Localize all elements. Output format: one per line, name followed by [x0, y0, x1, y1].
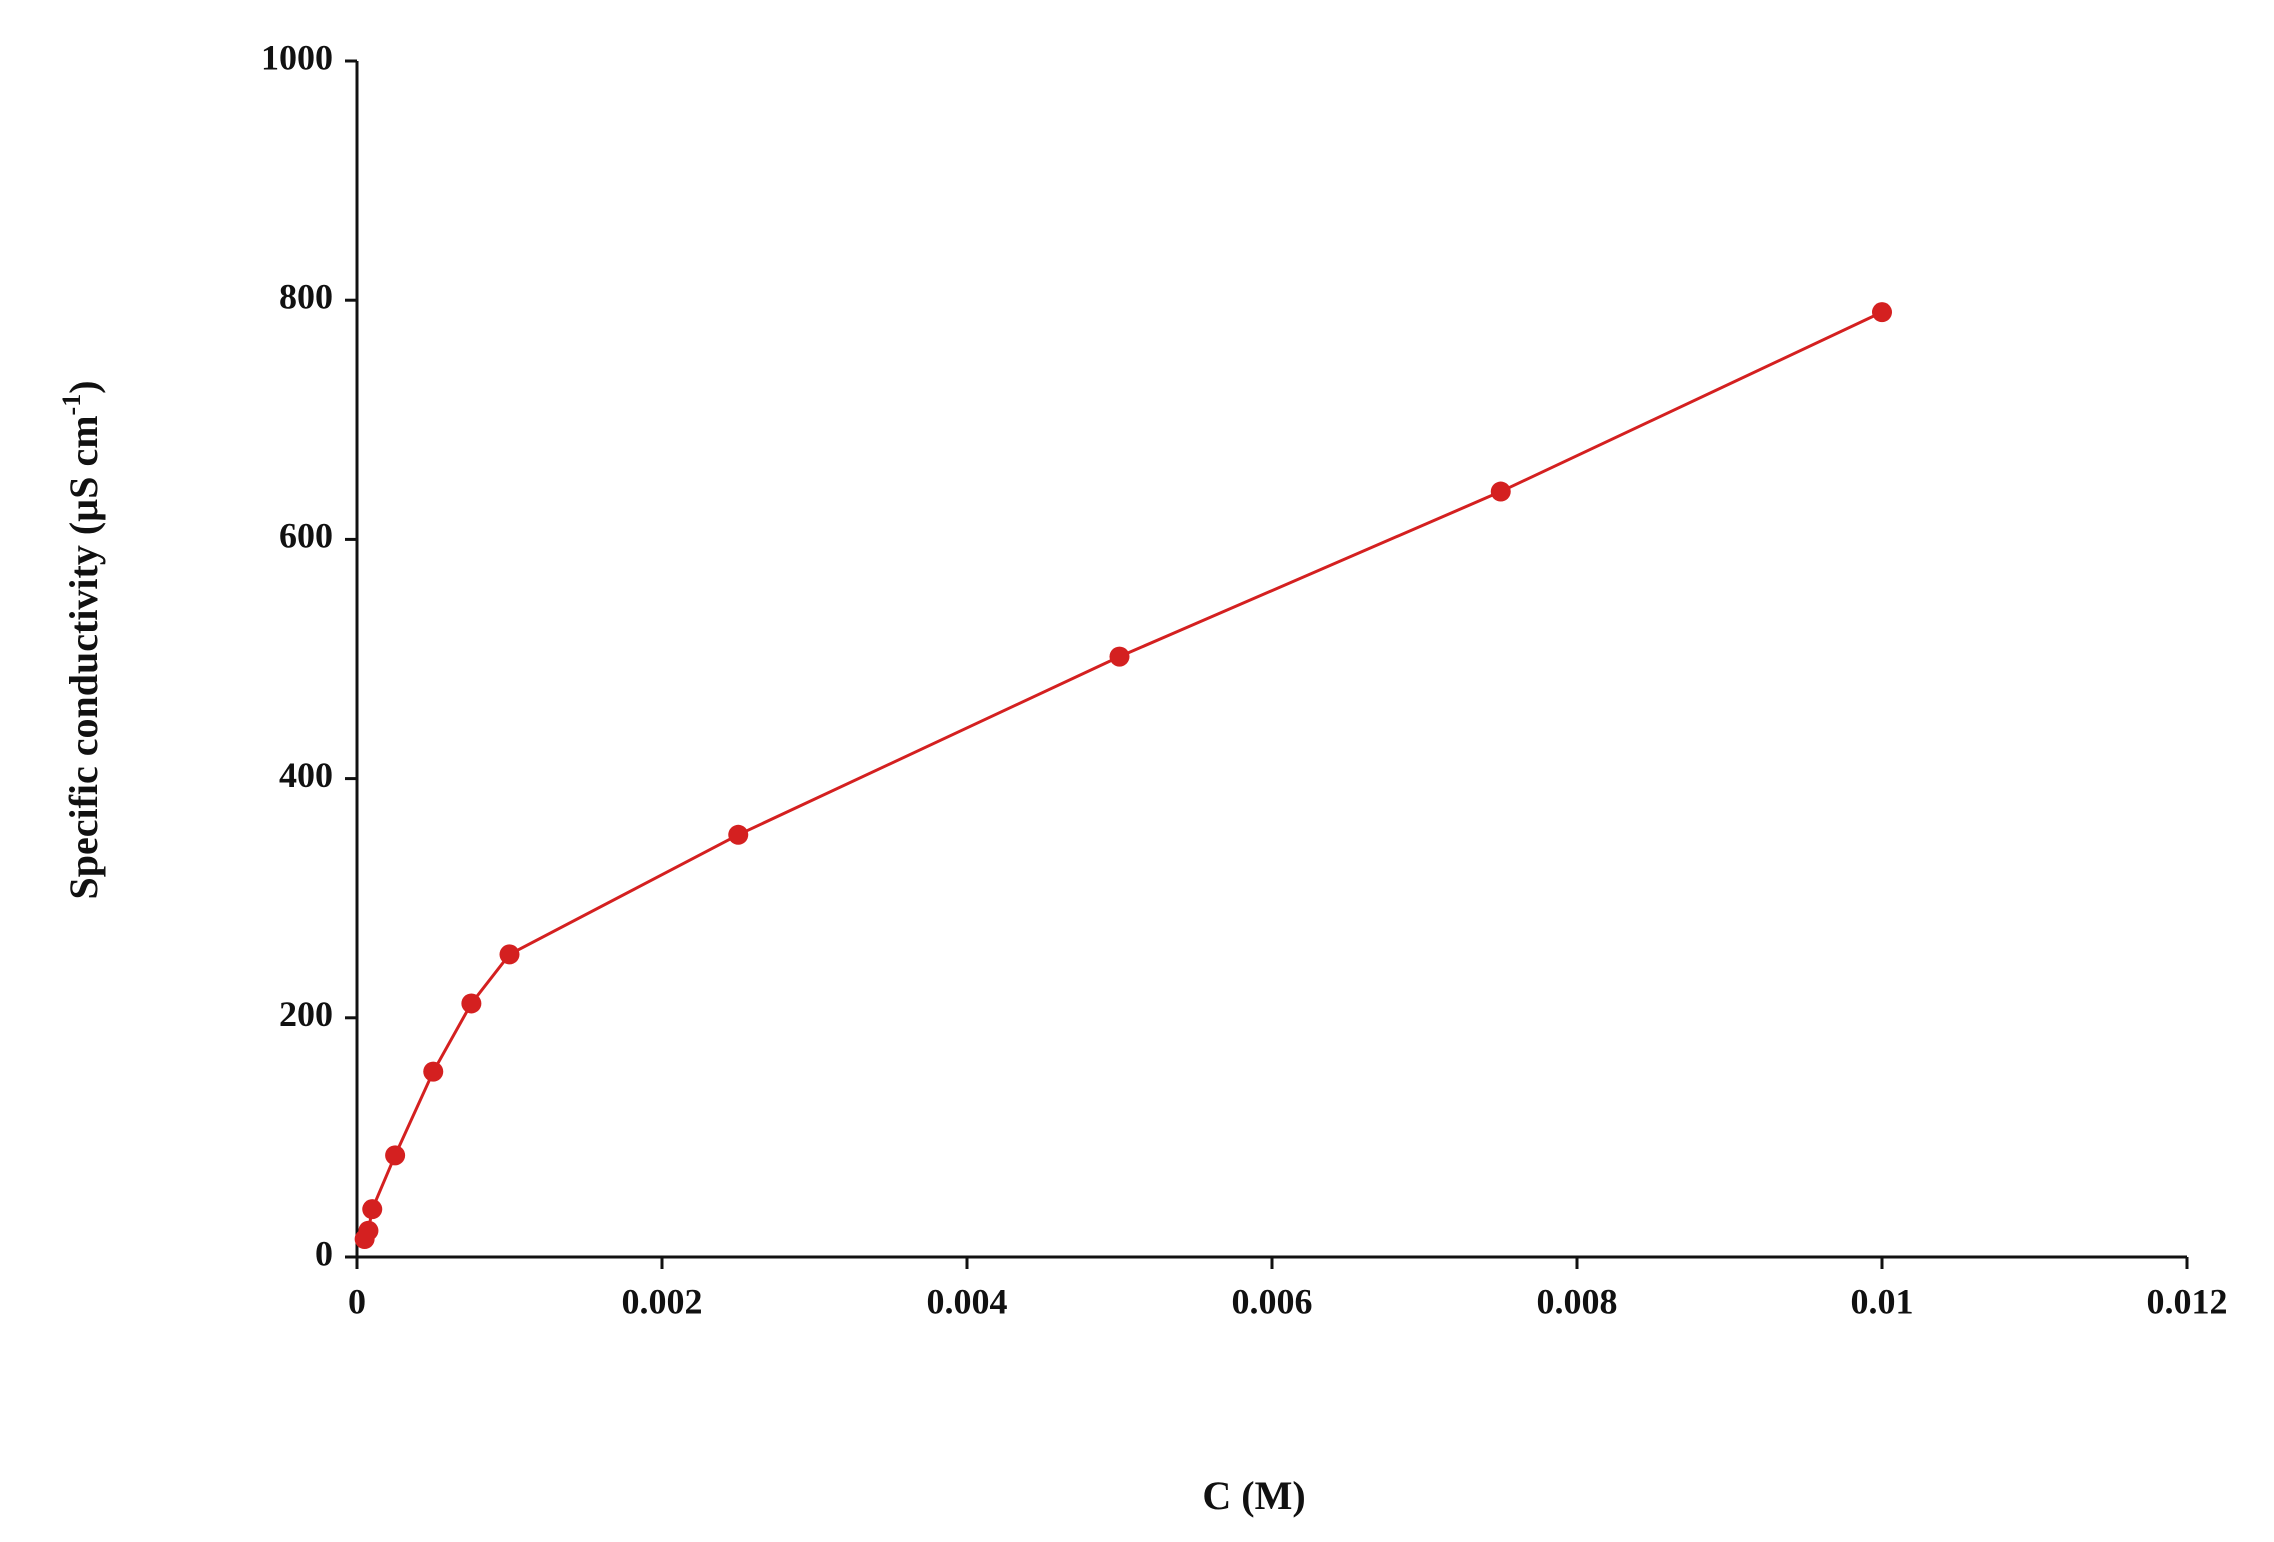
y-tick-label: 1000: [261, 37, 333, 77]
x-tick-label: 0.012: [2147, 1281, 2228, 1321]
x-tick-label: 0.002: [622, 1281, 703, 1321]
y-axis-label-end: ): [61, 380, 106, 393]
y-axis-label-superscript: -1: [57, 394, 86, 416]
data-point: [358, 1220, 379, 1241]
y-axis-label: Specific conductivity (µS cm-1): [57, 380, 106, 899]
data-point: [385, 1145, 406, 1166]
data-point: [499, 944, 520, 965]
y-tick-label: 200: [279, 994, 333, 1034]
y-axis-label-text: Specific conductivity (µS cm: [61, 415, 106, 899]
y-tick-label: 400: [279, 755, 333, 795]
y-tick-label: 0: [315, 1233, 333, 1273]
x-tick-label: 0.006: [1232, 1281, 1313, 1321]
x-tick-label: 0.004: [927, 1281, 1008, 1321]
y-tick-label: 800: [279, 276, 333, 316]
x-axis-label: C (M): [1202, 1473, 1305, 1518]
data-point: [423, 1061, 444, 1082]
series-line: [363, 310, 1883, 1240]
data-point: [728, 824, 749, 845]
data-point: [362, 1199, 383, 1220]
x-tick-label: 0.008: [1537, 1281, 1618, 1321]
data-point: [461, 993, 482, 1014]
data-point: [1490, 481, 1511, 502]
x-tick-label: 0: [348, 1281, 366, 1321]
data-point: [1109, 646, 1130, 667]
x-tick-label: 0.01: [1851, 1281, 1914, 1321]
y-tick-label: 600: [279, 516, 333, 556]
data-point: [1872, 302, 1892, 323]
